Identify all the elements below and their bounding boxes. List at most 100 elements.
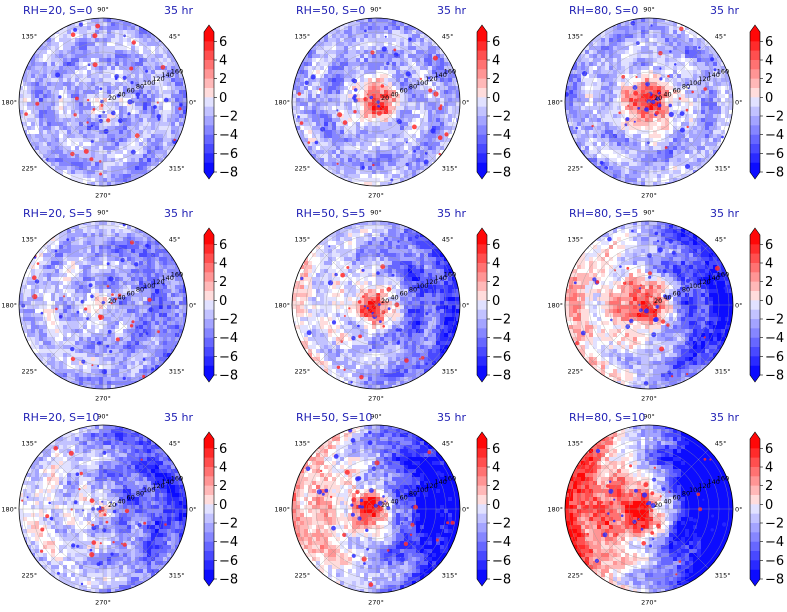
time-label: 35 hr (710, 4, 739, 17)
colorbar-segment (204, 125, 214, 135)
theta-tick-label: 225° (568, 571, 584, 579)
colorbar-segment (750, 281, 760, 292)
colorbar-segment (204, 281, 214, 292)
colorbar-segment (477, 125, 487, 135)
colorbar-segment (750, 532, 760, 542)
theta-tick-label: 135° (568, 236, 584, 244)
theta-tick-label: 315° (169, 164, 185, 172)
colorbar-segment (204, 309, 214, 320)
radial-tick-label: 120 (425, 482, 437, 490)
colorbar-segment (750, 253, 760, 264)
radial-tick-label: 100 (143, 282, 155, 290)
colorbar-extend-min (477, 579, 487, 586)
theta-tick-label: 0° (735, 506, 742, 514)
colorbar: 6 4 2 0 −2 −4 −6 −8 (749, 24, 784, 181)
colorbar-tick-label: −6 (219, 147, 238, 162)
colorbar-extend-max (204, 25, 214, 32)
polar-frame (564, 17, 734, 187)
colorbar-segment (204, 162, 214, 173)
colorbar-segment (750, 523, 760, 533)
colorbar-tick-label: −2 (492, 313, 511, 328)
colorbar-tick-label: −2 (219, 517, 238, 532)
colorbar-segment (477, 457, 487, 468)
theta-tick-label: 45° (715, 440, 727, 448)
colorbar-segment (477, 495, 487, 505)
colorbar-tick-label: −8 (765, 369, 784, 384)
radial-tick-label: 20 (654, 501, 662, 509)
colorbar-segment (204, 457, 214, 468)
panel-5: 20 40 60 801001201401600°45°90°135°180°225°… (274, 207, 511, 403)
radial-tick-label: 100 (416, 282, 428, 290)
radial-tick-label: 120 (152, 278, 164, 286)
colorbar-tick-label: 6 (219, 238, 227, 253)
colorbar-tick-label: −8 (492, 573, 511, 588)
theta-tick-label: 90° (97, 413, 109, 421)
radial-tick-label: 60 (673, 87, 681, 95)
colorbar-tick-label: −2 (219, 313, 238, 328)
theta-tick-label: 135° (295, 440, 311, 448)
time-label: 35 hr (164, 4, 193, 17)
theta-tick-label: 270° (368, 192, 384, 200)
colorbar-segment (750, 162, 760, 173)
colorbar-segment (477, 235, 487, 245)
radial-tick-label: 60 (400, 290, 408, 298)
colorbar-segment (477, 467, 487, 477)
polar-frame (18, 424, 188, 594)
time-label: 35 hr (437, 207, 466, 220)
theta-tick-label: 315° (169, 571, 185, 579)
colorbar-extend-min (204, 579, 214, 586)
theta-tick-label: 315° (442, 367, 458, 375)
polar-grid (19, 425, 187, 593)
colorbar-tick-label: 0 (219, 91, 227, 106)
theta-tick-label: 180° (274, 99, 290, 107)
colorbar-segment (477, 476, 487, 486)
colorbar-segment (750, 476, 760, 486)
colorbar-segment (750, 541, 760, 552)
radial-tick-label: 120 (698, 278, 710, 286)
colorbar-tick-label: 0 (492, 498, 500, 513)
polar-frame (18, 17, 188, 187)
radial-tick-label: 140 (707, 274, 719, 282)
colorbar: 6 4 2 0 −2 −4 −6 −8 (203, 431, 238, 588)
radial-tick-label: 160 (717, 474, 729, 482)
colorbar-extend-min (750, 579, 760, 586)
radial-tick-label: 80 (682, 490, 690, 498)
theta-tick-label: 270° (95, 395, 111, 403)
colorbar-segment (750, 60, 760, 70)
polar-grid (292, 425, 460, 593)
colorbar-tick-label: 6 (765, 238, 773, 253)
radial-tick-label: 100 (689, 486, 701, 494)
colorbar-segment (750, 457, 760, 468)
time-label: 35 hr (164, 411, 193, 424)
colorbar-segment (204, 41, 214, 51)
colorbar-tick-label: 2 (492, 72, 500, 87)
colorbar-tick-label: 4 (492, 257, 500, 272)
radial-tick-label: 100 (143, 486, 155, 494)
polar-frame (291, 220, 461, 390)
radial-tick-label: 140 (161, 274, 173, 282)
theta-tick-label: 180° (274, 302, 290, 310)
colorbar-segment (204, 134, 214, 145)
theta-tick-label: 0° (735, 302, 742, 310)
theta-tick-label: 270° (95, 192, 111, 200)
radial-tick-label: 40 (390, 90, 398, 98)
colorbar-segment (204, 485, 214, 496)
panel-2: 20 40 60 801001201401600°45°90°135°180°225°… (274, 4, 511, 200)
radial-tick-label: 160 (171, 474, 183, 482)
colorbar-segment (477, 532, 487, 542)
colorbar-segment (204, 263, 214, 273)
colorbar-segment (204, 541, 214, 552)
theta-tick-label: 0° (189, 506, 196, 514)
polar-grid (565, 18, 733, 186)
colorbar-tick-label: −2 (219, 110, 238, 125)
colorbar-segment (477, 328, 487, 338)
theta-tick-label: 90° (370, 209, 382, 217)
time-label: 35 hr (710, 207, 739, 220)
radial-tick-label: 140 (434, 478, 446, 486)
radial-tick-label: 40 (117, 497, 125, 505)
colorbar-segment (204, 356, 214, 366)
theta-tick-label: 180° (547, 302, 563, 310)
colorbar-tick-label: 0 (219, 498, 227, 513)
colorbar-segment (750, 153, 760, 163)
colorbar-segment (204, 532, 214, 542)
